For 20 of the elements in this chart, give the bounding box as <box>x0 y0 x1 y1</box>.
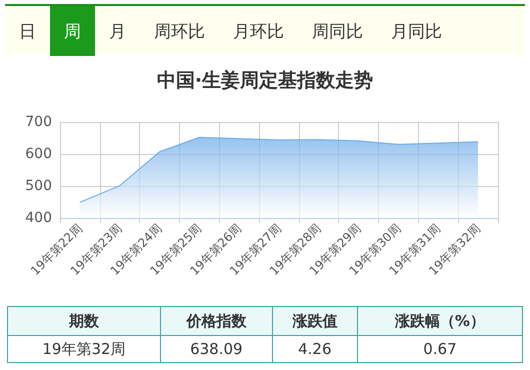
text: 期数 <box>8 306 160 336</box>
text: 月同比 <box>390 20 443 44</box>
y-tick-label: 700 <box>25 114 52 130</box>
text: 日 <box>18 20 37 44</box>
text: 周同比 <box>311 20 364 44</box>
text: 价格指数 <box>160 306 272 336</box>
text: 4.26 <box>272 336 358 362</box>
text: 19年第32周 <box>8 336 160 362</box>
text: 周 <box>50 6 95 56</box>
y-tick-label: 400 <box>25 210 52 226</box>
text: 周环比 <box>153 20 206 44</box>
text: 涨跌值 <box>272 306 358 336</box>
text: 0.67 <box>357 336 522 362</box>
y-tick-label: 600 <box>25 146 52 162</box>
text: 月环比 <box>232 20 285 44</box>
chart-title: 中国·生姜周定基指数走势 <box>156 70 374 92</box>
text: 月 <box>108 20 127 44</box>
y-tick-label: 500 <box>25 178 52 194</box>
text: 638.09 <box>160 336 272 362</box>
text: 涨跌幅（%） <box>357 306 522 336</box>
